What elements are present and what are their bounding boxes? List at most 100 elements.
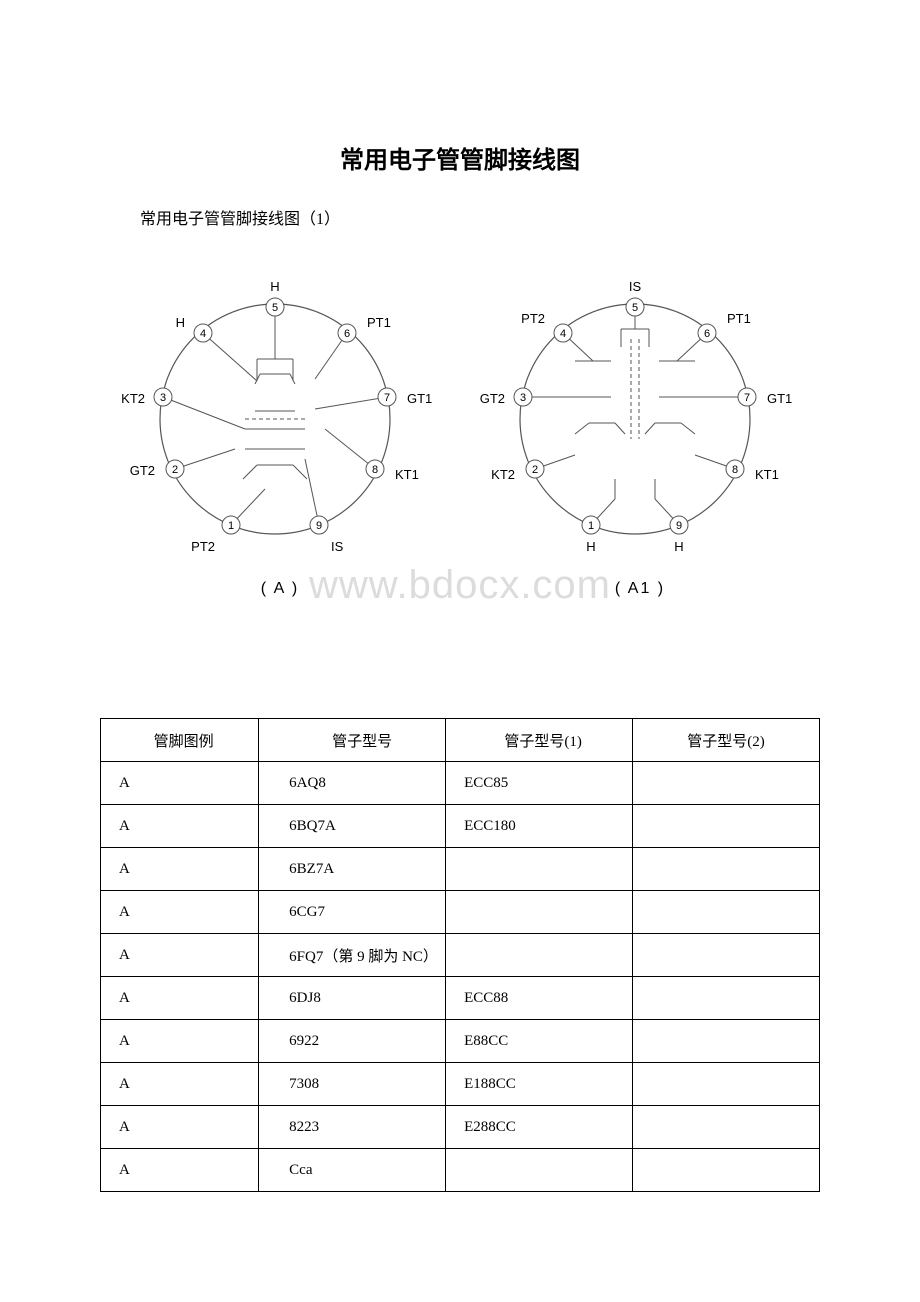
table-cell	[633, 977, 820, 1020]
svg-text:9: 9	[316, 520, 322, 532]
table-cell: 7308	[259, 1063, 446, 1106]
svg-text:IS: IS	[331, 539, 344, 554]
table-row: A6BZ7A	[101, 848, 820, 891]
table-cell: A	[101, 934, 259, 977]
svg-text:4: 4	[200, 328, 206, 340]
svg-text:KT2: KT2	[121, 391, 145, 406]
svg-text:8: 8	[372, 464, 378, 476]
svg-text:IS: IS	[629, 279, 642, 294]
table-cell: A	[101, 762, 259, 805]
table-cell: 6AQ8	[259, 762, 446, 805]
diagram-row: www.bdocx.com 1PT22GT23KT24H5H6PT17GT18K…	[100, 269, 820, 598]
svg-text:1: 1	[588, 520, 594, 532]
table-row: A6CG7	[101, 891, 820, 934]
table-cell: ECC85	[446, 762, 633, 805]
svg-text:7: 7	[384, 392, 390, 404]
svg-text:3: 3	[520, 392, 526, 404]
tube-table: 管脚图例管子型号管子型号(1)管子型号(2)A6AQ8ECC85A6BQ7AEC…	[100, 718, 820, 1192]
table-cell: E288CC	[446, 1106, 633, 1149]
svg-text:KT1: KT1	[395, 467, 419, 482]
table-cell	[446, 848, 633, 891]
svg-text:PT1: PT1	[727, 311, 751, 326]
table-cell: A	[101, 977, 259, 1020]
pinout-diagram-a1: 1 H 2 KT2 3 GT2 4 PT2 5 IS 6 PT1 7 GT1 8 KT1 9 H	[475, 269, 805, 569]
svg-text:PT2: PT2	[191, 539, 215, 554]
diagram-a1: 1 H 2 KT2 3 GT2 4 PT2 5 IS 6 PT1 7 GT1 8 KT1 9 H ( A1 )	[475, 269, 805, 598]
diagram-a-label: ( A )	[115, 580, 445, 598]
table-cell	[446, 1149, 633, 1192]
table-cell	[633, 1020, 820, 1063]
svg-text:2: 2	[172, 464, 178, 476]
table-row: A6DJ8ECC88	[101, 977, 820, 1020]
table-header: 管子型号(1)	[446, 719, 633, 762]
diagram-a: 1PT22GT23KT24H5H6PT17GT18KT19IS ( A )	[115, 269, 445, 598]
table-cell	[633, 1149, 820, 1192]
svg-text:GT2: GT2	[130, 463, 155, 478]
document-page: 常用电子管管脚接线图 常用电子管管脚接线图（1） www.bdocx.com 1…	[0, 0, 920, 1252]
svg-text:9: 9	[676, 520, 682, 532]
page-title: 常用电子管管脚接线图	[100, 140, 820, 175]
svg-text:2: 2	[532, 464, 538, 476]
table-cell	[633, 934, 820, 977]
table-cell: A	[101, 848, 259, 891]
svg-text:4: 4	[560, 328, 566, 340]
table-cell: A	[101, 1149, 259, 1192]
svg-text:GT1: GT1	[767, 391, 792, 406]
table-row: A6BQ7AECC180	[101, 805, 820, 848]
svg-text:H: H	[674, 539, 683, 554]
table-cell	[633, 1063, 820, 1106]
pinout-diagram-a: 1PT22GT23KT24H5H6PT17GT18KT19IS	[115, 269, 445, 569]
table-cell: A	[101, 891, 259, 934]
table-cell	[633, 848, 820, 891]
svg-text:7: 7	[744, 392, 750, 404]
svg-text:H: H	[270, 279, 279, 294]
svg-text:H: H	[176, 315, 185, 330]
svg-text:3: 3	[160, 392, 166, 404]
table-row: A7308E188CC	[101, 1063, 820, 1106]
svg-text:5: 5	[272, 302, 278, 314]
table-cell: E188CC	[446, 1063, 633, 1106]
table-cell: A	[101, 1063, 259, 1106]
svg-text:KT1: KT1	[755, 467, 779, 482]
table-cell: 6FQ7（第 9 脚为 NC）	[259, 934, 446, 977]
table-cell: A	[101, 805, 259, 848]
svg-text:PT1: PT1	[367, 315, 391, 330]
table-cell	[633, 762, 820, 805]
svg-text:6: 6	[344, 328, 350, 340]
table-cell: Cca	[259, 1149, 446, 1192]
table-row: A6FQ7（第 9 脚为 NC）	[101, 934, 820, 977]
table-cell: 6922	[259, 1020, 446, 1063]
svg-text:5: 5	[632, 302, 638, 314]
svg-text:6: 6	[704, 328, 710, 340]
table-cell: E88CC	[446, 1020, 633, 1063]
table-cell	[446, 934, 633, 977]
table-cell	[633, 805, 820, 848]
table-header: 管子型号	[259, 719, 446, 762]
svg-text:1: 1	[228, 520, 234, 532]
table-cell: 8223	[259, 1106, 446, 1149]
table-cell: 6CG7	[259, 891, 446, 934]
table-row: ACca	[101, 1149, 820, 1192]
table-row: A8223E288CC	[101, 1106, 820, 1149]
table-header: 管脚图例	[101, 719, 259, 762]
table-cell	[446, 891, 633, 934]
table-cell: ECC88	[446, 977, 633, 1020]
table-row: A6AQ8ECC85	[101, 762, 820, 805]
table-cell: A	[101, 1020, 259, 1063]
table-cell: 6BZ7A	[259, 848, 446, 891]
table-cell: A	[101, 1106, 259, 1149]
table-cell	[633, 891, 820, 934]
table-cell	[633, 1106, 820, 1149]
svg-text:KT2: KT2	[491, 467, 515, 482]
svg-text:8: 8	[732, 464, 738, 476]
table-row: A6922E88CC	[101, 1020, 820, 1063]
diagram-a1-label: ( A1 )	[475, 580, 805, 598]
svg-text:H: H	[586, 539, 595, 554]
svg-text:PT2: PT2	[521, 311, 545, 326]
table-cell: 6BQ7A	[259, 805, 446, 848]
page-subtitle: 常用电子管管脚接线图（1）	[140, 205, 820, 229]
table-cell: ECC180	[446, 805, 633, 848]
table-header: 管子型号(2)	[633, 719, 820, 762]
svg-text:GT2: GT2	[480, 391, 505, 406]
table-cell: 6DJ8	[259, 977, 446, 1020]
